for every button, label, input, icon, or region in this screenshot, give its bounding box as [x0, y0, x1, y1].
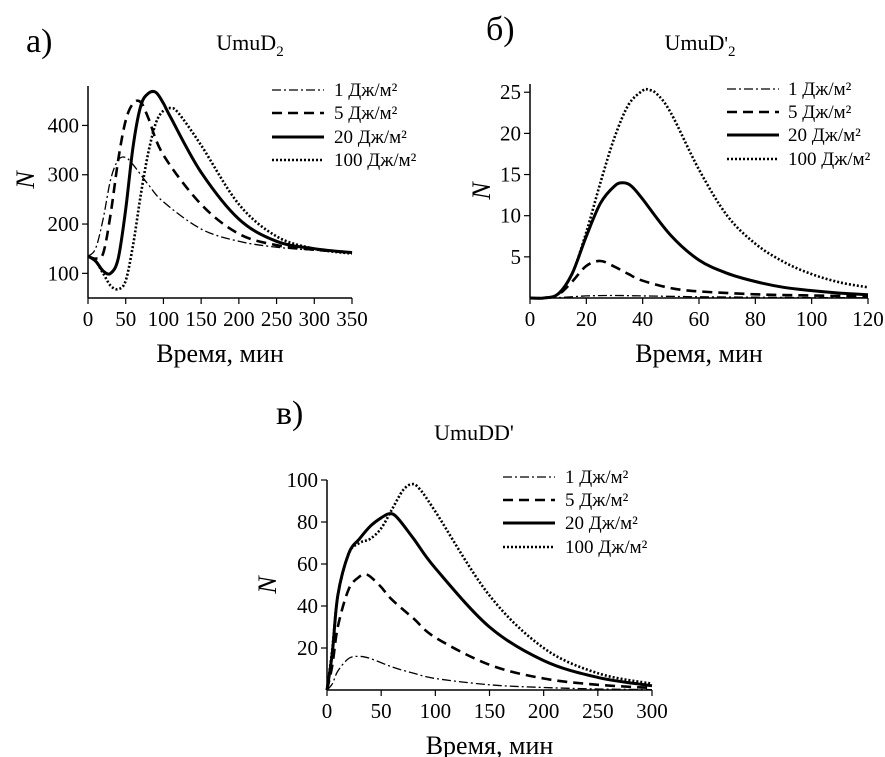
y-tick-label: 5	[511, 245, 522, 269]
y-tick-label: 400	[48, 113, 80, 137]
y-tick-label: 200	[48, 212, 80, 236]
legend-entry: 20 Дж/м²	[788, 125, 861, 146]
chart-title-main: UmuD	[216, 30, 276, 55]
x-axis-label: Время, мин	[426, 731, 554, 757]
x-tick-label: 0	[83, 307, 94, 331]
x-tick-label: 0	[525, 307, 536, 331]
chart-title-subscript: 2	[276, 44, 284, 60]
y-tick-label: 100	[48, 261, 80, 285]
x-tick-label: 150	[474, 699, 506, 723]
chart-title-main: UmuDD'	[434, 420, 514, 445]
y-tick-label: 40	[297, 594, 318, 618]
x-tick-label: 300	[636, 699, 668, 723]
legend-entry: 100 Дж/м²	[565, 537, 648, 558]
chart-title: UmuD'2	[665, 30, 736, 60]
y-axis-label: N	[467, 181, 496, 201]
x-tick-label: 100	[148, 307, 180, 331]
series-line-0	[87, 156, 353, 257]
series-line-3	[87, 106, 353, 291]
x-tick-label: 100	[420, 699, 452, 723]
panel-label: в)	[276, 395, 303, 432]
x-tick-label: 40	[632, 307, 653, 331]
series-line-2	[529, 181, 869, 300]
y-axis-label: N	[11, 170, 40, 190]
x-tick-label: 250	[261, 307, 293, 331]
x-tick-label: 60	[689, 307, 710, 331]
y-tick-label: 300	[48, 163, 80, 187]
y-tick-label: 25	[500, 80, 521, 104]
panel-label: а)	[26, 23, 52, 60]
x-axis-label: Время, мин	[156, 339, 284, 368]
legend-entry: 1 Дж/м²	[788, 79, 852, 100]
y-axis-label: N	[253, 575, 282, 595]
y-tick-label: 80	[297, 510, 318, 534]
x-tick-label: 50	[371, 699, 392, 723]
series-line-1	[325, 573, 653, 691]
legend-entry: 1 Дж/м²	[334, 80, 398, 101]
series-line-0	[326, 655, 653, 691]
x-tick-label: 120	[852, 307, 884, 331]
series-line-1	[87, 99, 353, 261]
x-tick-label: 200	[223, 307, 255, 331]
series-line-2	[87, 89, 353, 276]
legend-entry: 100 Дж/м²	[788, 149, 871, 170]
y-tick-label: 20	[500, 121, 521, 145]
y-tick-label: 20	[297, 636, 318, 660]
y-tick-label: 100	[287, 468, 319, 492]
legend-entry: 5 Дж/м²	[334, 103, 398, 124]
x-tick-label: 350	[336, 307, 368, 331]
legend-entry: 5 Дж/м²	[565, 490, 629, 511]
legend-entry: 100 Дж/м²	[334, 150, 417, 171]
chart-title: UmuDD'	[434, 420, 514, 445]
legend-entry: 5 Дж/м²	[788, 102, 852, 123]
x-tick-label: 0	[322, 699, 333, 723]
x-axis-label: Время, мин	[635, 339, 763, 368]
x-tick-label: 300	[299, 307, 331, 331]
x-tick-label: 250	[582, 699, 614, 723]
panel-label: б)	[486, 11, 515, 48]
legend-entry: 20 Дж/м²	[334, 127, 407, 148]
x-tick-label: 80	[745, 307, 766, 331]
chart-title: UmuD2	[216, 30, 283, 60]
y-tick-label: 15	[500, 163, 521, 187]
y-tick-label: 60	[297, 552, 318, 576]
chart-title-subscript: 2	[728, 44, 736, 60]
chart-title-prime: '	[724, 33, 728, 55]
y-tick-label: 10	[500, 204, 521, 228]
chart-panel-2: в) UmuDD' 0 50 100 150 200 250 300 20 40 60 80 100 Вре…	[253, 395, 668, 757]
x-tick-label: 100	[796, 307, 828, 331]
chart-title-main: UmuD	[665, 30, 725, 55]
x-tick-label: 150	[185, 307, 217, 331]
legend-entry: 1 Дж/м²	[565, 467, 629, 488]
legend-entry: 20 Дж/м²	[565, 513, 638, 534]
x-tick-label: 20	[576, 307, 597, 331]
x-tick-label: 200	[528, 699, 560, 723]
series-line-0	[529, 294, 869, 299]
x-tick-label: 50	[115, 307, 136, 331]
